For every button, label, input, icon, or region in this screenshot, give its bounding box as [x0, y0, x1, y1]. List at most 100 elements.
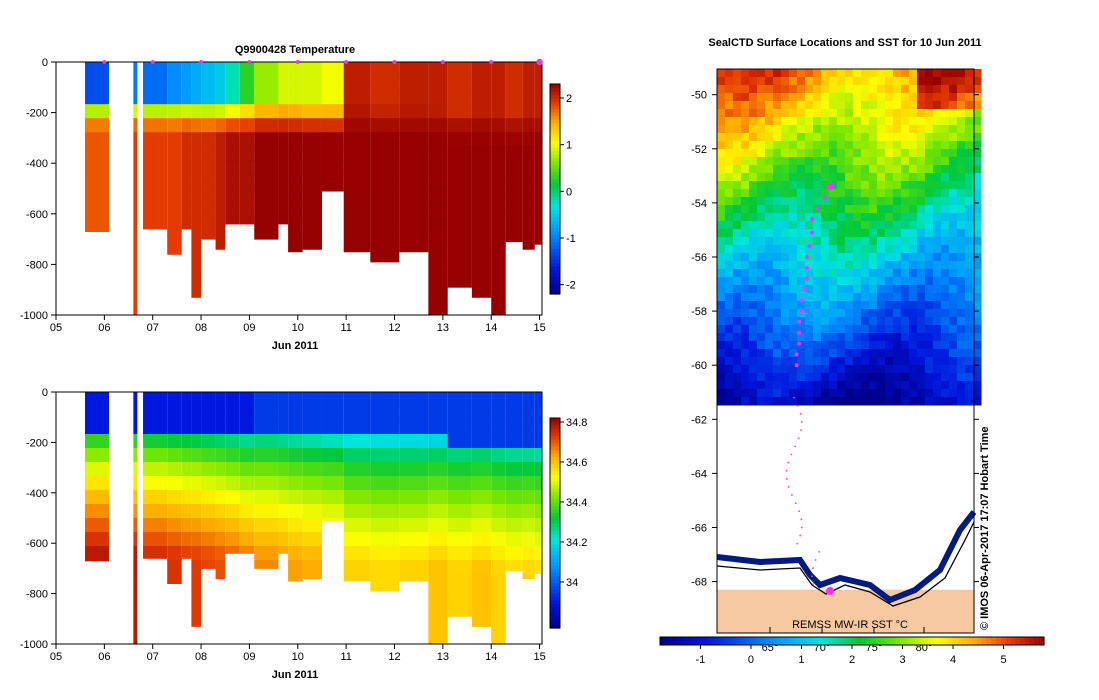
sst-cell	[973, 141, 982, 150]
profile-cell	[133, 490, 138, 505]
sst-cell	[925, 149, 934, 158]
sst-cell	[781, 325, 790, 334]
profile-cell	[215, 62, 226, 77]
sst-cell	[805, 341, 814, 350]
profile-cell	[133, 202, 138, 218]
colorbar-segment	[708, 637, 714, 645]
track-point	[804, 276, 809, 281]
profile-cell	[167, 132, 182, 147]
sst-cell	[757, 349, 766, 358]
sst-cell	[845, 261, 854, 270]
sst-cell	[725, 229, 734, 238]
sst-cell	[861, 197, 870, 206]
sst-cell	[741, 333, 750, 342]
sst-cell	[805, 261, 814, 270]
profile-cell	[85, 518, 110, 533]
sst-cell	[901, 277, 910, 286]
profile-cell	[191, 574, 202, 589]
profile-cell	[471, 392, 492, 407]
sst-cell	[925, 197, 934, 206]
profile-cell	[133, 188, 138, 204]
sst-cell	[829, 269, 838, 278]
sst-cell	[725, 253, 734, 262]
sst-cell	[885, 165, 894, 174]
sst-cell	[853, 245, 862, 254]
sst-cell	[869, 285, 878, 294]
track-point	[790, 453, 793, 456]
sst-cell	[957, 133, 966, 142]
sst-cell	[805, 365, 814, 374]
sst-cell	[821, 245, 830, 254]
sst-cell	[757, 189, 766, 198]
profile-cell	[239, 216, 255, 225]
sst-cell	[925, 277, 934, 286]
sst-cell	[853, 309, 862, 318]
sst-cell	[725, 285, 734, 294]
sst-cell	[909, 77, 918, 86]
sst-cell	[781, 397, 790, 406]
profile-cell	[239, 490, 255, 505]
sst-cell	[757, 293, 766, 302]
colorbar-segment	[550, 442, 560, 447]
sst-cell	[965, 181, 974, 190]
sst-cell	[933, 125, 942, 134]
profile-cell	[215, 504, 226, 519]
colorbar-segment	[550, 446, 560, 451]
profile-cell	[505, 504, 523, 519]
colorbar-segment	[962, 637, 968, 645]
profile-column	[370, 392, 400, 592]
sst-cell	[933, 221, 942, 230]
colorbar-segment	[550, 421, 560, 426]
sst-cell	[853, 381, 862, 390]
colorbar-segment	[890, 637, 896, 645]
profile-cell	[239, 160, 255, 175]
colorbar-segment	[550, 449, 560, 454]
colorbar-segment	[550, 561, 560, 566]
sst-cell	[821, 357, 830, 366]
profile-cell	[133, 132, 138, 147]
sst-cell	[829, 389, 838, 398]
profile-cell	[143, 532, 168, 547]
sst-cell	[941, 341, 950, 350]
sst-cell	[781, 69, 790, 78]
sst-cell	[853, 237, 862, 246]
sst-cell	[853, 157, 862, 166]
sst-cell	[749, 165, 758, 174]
sst-cell	[717, 261, 726, 270]
sst-cell	[845, 365, 854, 374]
sst-cell	[973, 237, 982, 246]
sst-cell	[717, 189, 726, 198]
sst-cell	[861, 349, 870, 358]
sst-cell	[917, 189, 926, 198]
sst-cell	[925, 333, 934, 342]
sst-cell	[917, 221, 926, 230]
sst-cell	[973, 221, 982, 230]
sst-cell	[773, 349, 782, 358]
profile-cell	[370, 420, 400, 435]
sst-cell	[909, 333, 918, 342]
profile-cell	[85, 146, 110, 161]
sst-cell	[813, 141, 822, 150]
sst-cell	[717, 157, 726, 166]
sst-cell	[829, 173, 838, 182]
profile-cell	[133, 244, 138, 260]
sst-cell	[973, 341, 982, 350]
profile-cell	[143, 406, 168, 421]
colorbar-segment	[789, 637, 795, 645]
profile-cell	[399, 62, 429, 77]
sst-cell	[885, 205, 894, 214]
sst-cell	[845, 269, 854, 278]
sst-cell	[877, 309, 886, 318]
sst-cell	[749, 221, 758, 230]
sst-cell	[901, 133, 910, 142]
sst-cell	[901, 357, 910, 366]
profile-cell	[133, 504, 138, 519]
sst-cell	[821, 341, 830, 350]
sst-cell	[877, 253, 886, 262]
sst-cell	[941, 397, 950, 406]
sst-cell	[965, 133, 974, 142]
profile-cell	[181, 118, 192, 133]
profile-cell	[505, 76, 523, 91]
sst-cell	[845, 341, 854, 350]
colorbar-segment	[550, 554, 560, 559]
